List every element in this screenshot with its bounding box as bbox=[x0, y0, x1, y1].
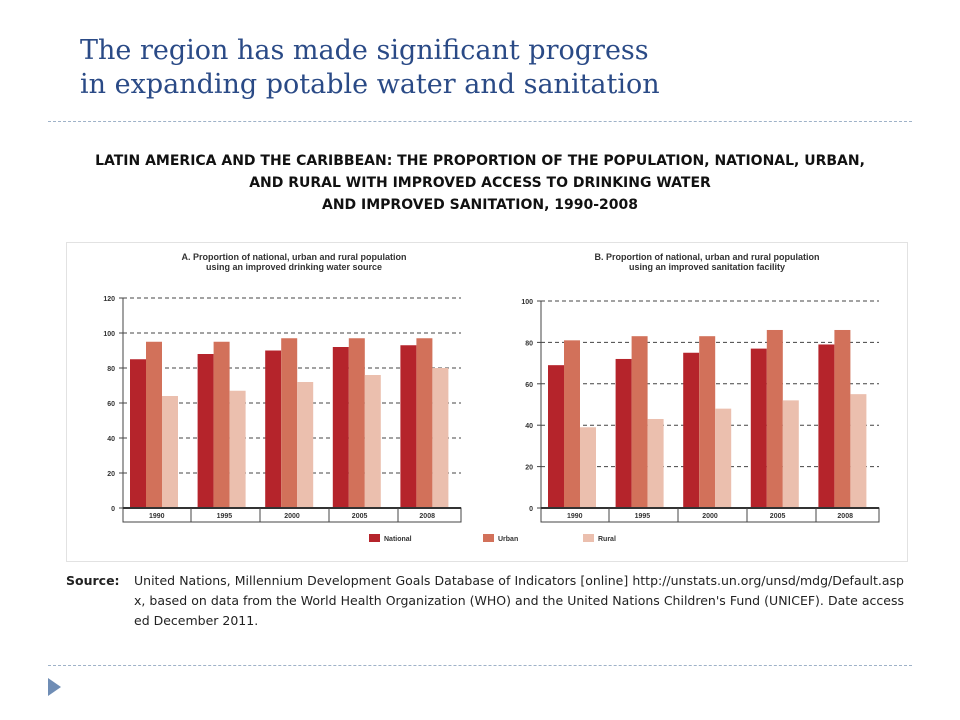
figure-title-line-1: LATIN AMERICA AND THE CARIBBEAN: THE PRO… bbox=[95, 153, 865, 169]
figure-panel: A. Proportion of national, urban and rur… bbox=[66, 242, 908, 562]
bar-national-2005 bbox=[750, 348, 767, 508]
bar-rural-2008 bbox=[432, 368, 449, 508]
x-tick-label: 2000 bbox=[284, 513, 300, 520]
bar-rural-1995 bbox=[647, 418, 664, 508]
x-tick-label: 1990 bbox=[149, 513, 165, 520]
slide-title-line-2: in expanding potable water and sanitatio… bbox=[80, 69, 660, 100]
bullet-triangle-icon bbox=[48, 678, 61, 696]
title-divider bbox=[48, 121, 912, 122]
charts-svg: A. Proportion of national, urban and rur… bbox=[103, 252, 880, 543]
bar-national-1990 bbox=[130, 359, 146, 508]
y-tick-label: 40 bbox=[107, 436, 115, 443]
x-tick-label: 2008 bbox=[837, 513, 853, 520]
bar-national-2008 bbox=[818, 344, 835, 508]
y-tick-label: 40 bbox=[525, 423, 533, 430]
bar-urban-1995 bbox=[631, 336, 648, 508]
legend-swatch-rural bbox=[583, 534, 594, 542]
bar-national-2000 bbox=[683, 352, 700, 508]
bar-urban-2005 bbox=[348, 338, 365, 508]
x-tick-label: 2008 bbox=[419, 513, 435, 520]
y-tick-label: 120 bbox=[103, 296, 115, 303]
source-label: Source: bbox=[66, 573, 120, 588]
bar-rural-1995 bbox=[229, 390, 246, 508]
bar-rural-2000 bbox=[297, 382, 314, 508]
legend-swatch-urban bbox=[483, 534, 494, 542]
bar-rural-2008 bbox=[850, 394, 867, 508]
bar-urban-2005 bbox=[766, 329, 783, 508]
slide-title: The region has made significant progress… bbox=[80, 34, 900, 102]
bar-national-2000 bbox=[265, 350, 282, 508]
bar-urban-2000 bbox=[281, 338, 298, 508]
y-tick-label: 0 bbox=[111, 506, 115, 513]
bar-urban-2000 bbox=[699, 336, 716, 508]
chart-title: B. Proportion of national, urban and rur… bbox=[595, 252, 820, 262]
x-tick-label: 1995 bbox=[635, 513, 651, 520]
bar-rural-2005 bbox=[364, 375, 381, 508]
chart-title: using an improved sanitation facility bbox=[629, 262, 785, 272]
chart-title: using an improved drinking water source bbox=[206, 262, 382, 272]
bar-urban-2008 bbox=[834, 329, 851, 508]
y-tick-label: 100 bbox=[521, 299, 533, 306]
legend-label-national: National bbox=[384, 536, 412, 543]
figure-title: LATIN AMERICA AND THE CARIBBEAN: THE PRO… bbox=[40, 150, 920, 216]
chart-title: A. Proportion of national, urban and rur… bbox=[182, 252, 407, 262]
y-tick-label: 60 bbox=[525, 382, 533, 389]
source-text: United Nations, Millennium Development G… bbox=[134, 573, 904, 628]
figure-title-line-2: AND RURAL WITH IMPROVED ACCESS TO DRINKI… bbox=[249, 175, 711, 191]
x-tick-label: 1990 bbox=[567, 513, 583, 520]
footer-divider bbox=[48, 665, 912, 666]
y-tick-label: 80 bbox=[107, 366, 115, 373]
bar-urban-1990 bbox=[146, 341, 162, 508]
bar-rural-1990 bbox=[580, 427, 596, 508]
x-tick-label: 2000 bbox=[702, 513, 718, 520]
y-tick-label: 20 bbox=[107, 471, 115, 478]
y-tick-label: 100 bbox=[103, 331, 115, 338]
y-tick-label: 80 bbox=[525, 340, 533, 347]
x-tick-label: 2005 bbox=[770, 513, 786, 520]
legend-swatch-national bbox=[369, 534, 380, 542]
figure-title-line-3: AND IMPROVED SANITATION, 1990-2008 bbox=[321, 197, 638, 213]
bar-national-2008 bbox=[400, 345, 417, 508]
legend-label-rural: Rural bbox=[598, 536, 616, 543]
bar-rural-2000 bbox=[715, 408, 732, 508]
y-tick-label: 60 bbox=[107, 401, 115, 408]
y-tick-label: 20 bbox=[525, 465, 533, 472]
slide-title-line-1: The region has made significant progress bbox=[80, 35, 649, 66]
x-tick-label: 2005 bbox=[352, 513, 368, 520]
legend-label-urban: Urban bbox=[498, 536, 518, 543]
y-tick-label: 0 bbox=[529, 506, 533, 513]
bar-national-1995 bbox=[197, 354, 214, 508]
bar-rural-2005 bbox=[782, 400, 799, 508]
bar-urban-1990 bbox=[564, 340, 580, 508]
bar-national-1990 bbox=[548, 365, 564, 508]
bar-national-1995 bbox=[615, 358, 632, 508]
bar-urban-2008 bbox=[416, 338, 433, 508]
bar-rural-1990 bbox=[162, 396, 178, 508]
bar-national-2005 bbox=[332, 347, 349, 508]
x-tick-label: 1995 bbox=[217, 513, 233, 520]
bar-urban-1995 bbox=[213, 341, 230, 508]
